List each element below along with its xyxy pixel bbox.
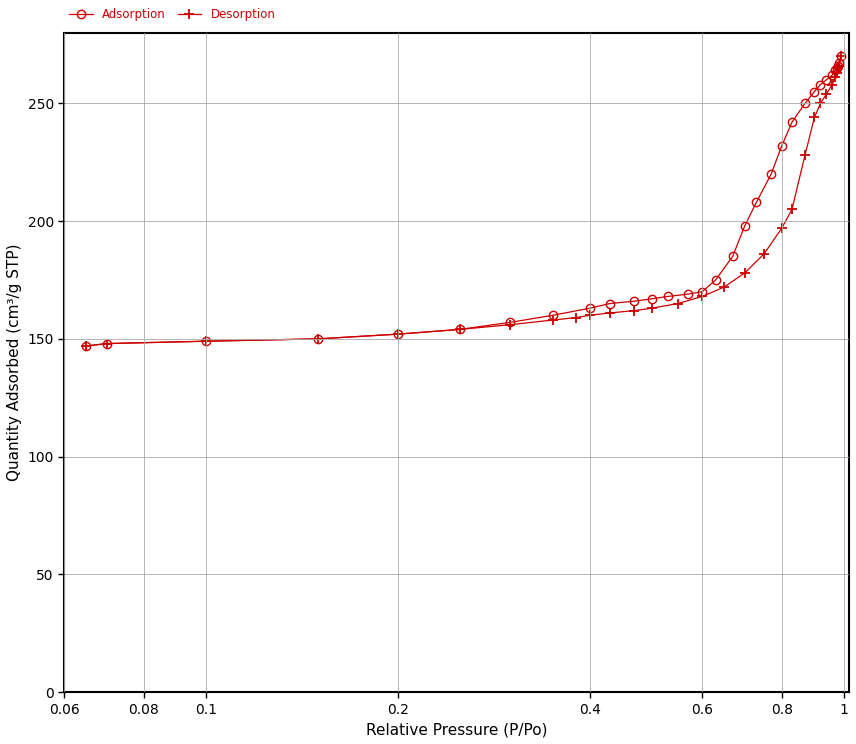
Adsorption — [697, 287, 707, 296]
Desorption — [81, 341, 92, 350]
Desorption — [200, 337, 211, 346]
Adsorption — [815, 80, 825, 89]
Desorption — [835, 61, 845, 70]
Adsorption — [827, 71, 837, 80]
Adsorption — [455, 325, 465, 334]
Desorption — [740, 269, 750, 278]
Adsorption — [728, 252, 738, 261]
Y-axis label: Quantity Adsorbed (cm³/g STP): Quantity Adsorbed (cm³/g STP) — [7, 243, 22, 481]
Adsorption — [102, 339, 112, 348]
Adsorption — [393, 330, 403, 339]
Adsorption — [787, 118, 797, 126]
Adsorption — [604, 299, 615, 308]
Adsorption — [830, 66, 841, 75]
Desorption — [821, 89, 831, 98]
Adsorption — [740, 222, 750, 231]
Desorption — [604, 309, 615, 318]
Desorption — [629, 306, 639, 315]
Desorption — [831, 68, 841, 77]
Adsorption — [505, 318, 515, 327]
Desorption — [827, 80, 837, 89]
Adsorption — [809, 87, 819, 96]
Desorption — [719, 283, 729, 292]
Desorption — [833, 63, 843, 72]
Adsorption — [835, 52, 846, 61]
Desorption — [313, 334, 324, 343]
Desorption — [646, 304, 657, 312]
Desorption — [102, 339, 112, 348]
Desorption — [505, 320, 515, 329]
Adsorption — [833, 61, 843, 70]
Adsorption — [800, 99, 810, 108]
Desorption — [800, 151, 810, 160]
Desorption — [809, 113, 819, 122]
Adsorption — [585, 304, 595, 312]
Desorption — [758, 250, 769, 259]
Line: Adsorption: Adsorption — [82, 52, 845, 350]
Adsorption — [710, 275, 721, 284]
Adsorption — [683, 289, 693, 298]
Desorption — [830, 73, 841, 82]
Desorption — [697, 292, 707, 301]
Adsorption — [629, 297, 639, 306]
Desorption — [776, 224, 787, 233]
Adsorption — [200, 337, 211, 346]
X-axis label: Relative Pressure (P/Po): Relative Pressure (P/Po) — [366, 722, 548, 737]
Desorption — [585, 311, 595, 320]
Adsorption — [835, 59, 845, 68]
Desorption — [673, 299, 683, 308]
Adsorption — [821, 75, 831, 84]
Desorption — [570, 313, 580, 322]
Adsorption — [663, 292, 673, 301]
Desorption — [393, 330, 403, 339]
Adsorption — [81, 341, 92, 350]
Adsorption — [646, 295, 657, 304]
Adsorption — [752, 198, 762, 207]
Desorption — [815, 99, 825, 108]
Legend: Adsorption, Desorption: Adsorption, Desorption — [64, 3, 280, 25]
Adsorption — [776, 141, 787, 150]
Adsorption — [831, 63, 841, 72]
Adsorption — [548, 311, 558, 320]
Desorption — [455, 325, 465, 334]
Adsorption — [313, 334, 324, 343]
Desorption — [787, 205, 797, 214]
Line: Desorption: Desorption — [81, 51, 846, 350]
Desorption — [548, 315, 558, 324]
Desorption — [835, 52, 846, 61]
Adsorption — [766, 170, 776, 179]
